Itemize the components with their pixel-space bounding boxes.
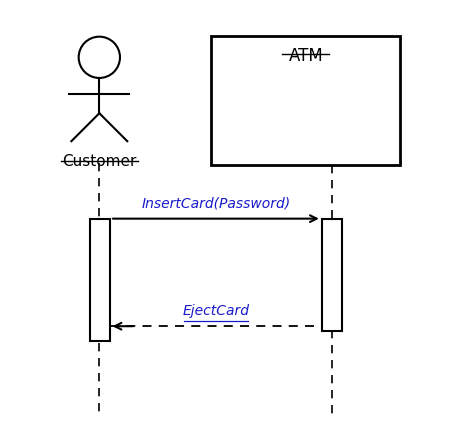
Bar — [322, 219, 342, 330]
Text: InsertCard(Password): InsertCard(Password) — [141, 197, 291, 211]
Text: ATM: ATM — [289, 47, 323, 65]
Text: Customer: Customer — [62, 154, 137, 169]
Bar — [211, 36, 401, 165]
Text: EjectCard: EjectCard — [182, 304, 249, 318]
Bar — [90, 219, 110, 341]
